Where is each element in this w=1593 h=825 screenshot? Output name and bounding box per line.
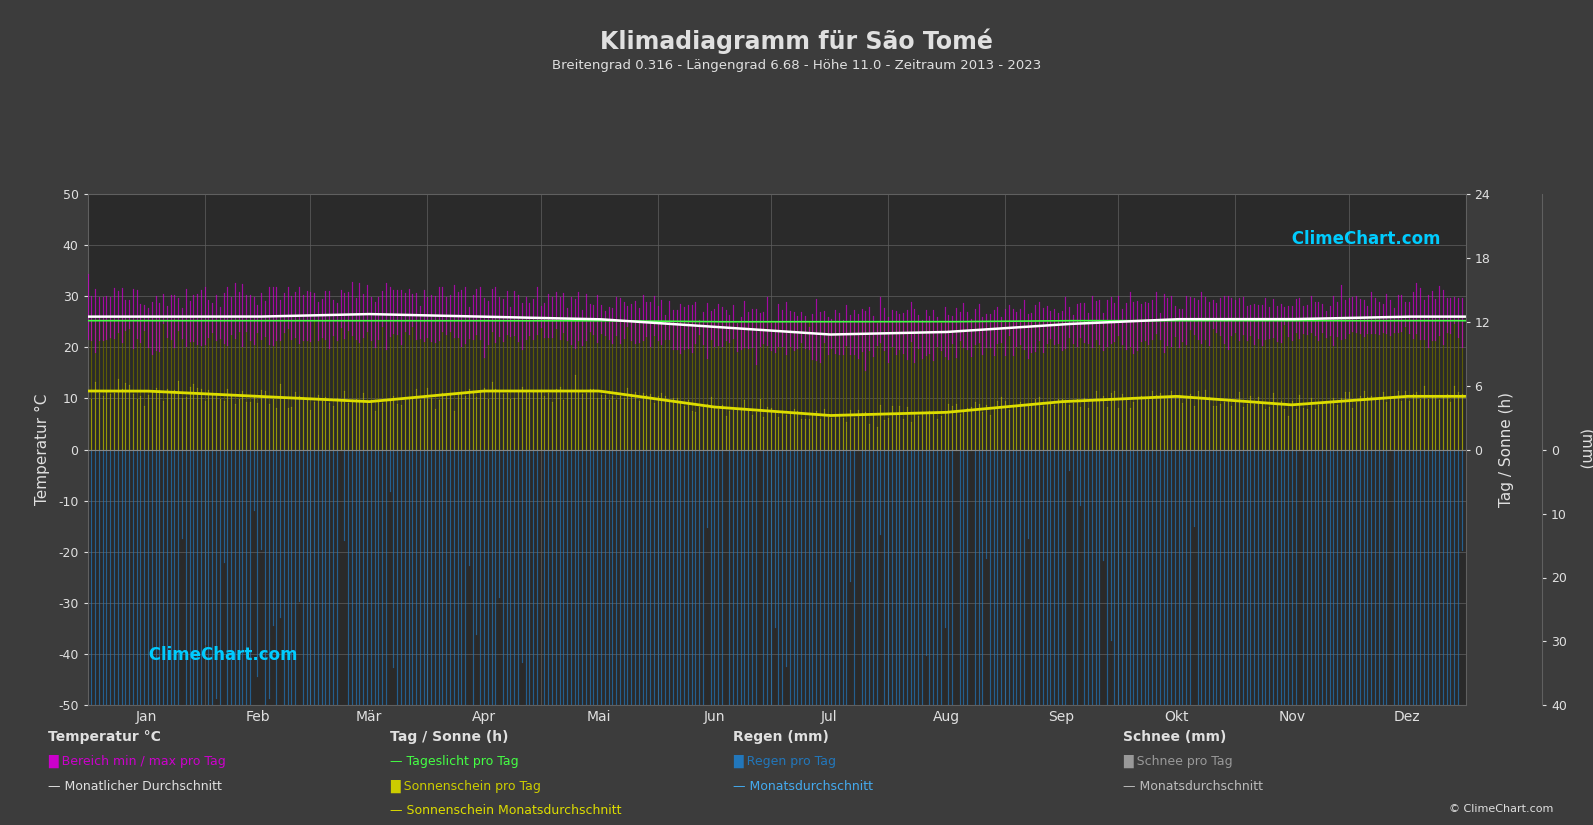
Text: ClimeChart.com: ClimeChart.com bbox=[1287, 229, 1442, 248]
Text: █ Sonnenschein pro Tag: █ Sonnenschein pro Tag bbox=[390, 780, 542, 793]
Text: — Sonnenschein Monatsdurchschnitt: — Sonnenschein Monatsdurchschnitt bbox=[390, 804, 621, 818]
Text: █ Schnee pro Tag: █ Schnee pro Tag bbox=[1123, 755, 1233, 768]
Y-axis label: Tag / Sonne (h): Tag / Sonne (h) bbox=[1499, 392, 1513, 507]
Text: Breitengrad 0.316 - Längengrad 6.68 - Höhe 11.0 - Zeitraum 2013 - 2023: Breitengrad 0.316 - Längengrad 6.68 - Hö… bbox=[551, 59, 1042, 73]
Text: © ClimeChart.com: © ClimeChart.com bbox=[1448, 804, 1553, 814]
Text: ClimeChart.com: ClimeChart.com bbox=[143, 647, 298, 664]
Text: — Monatsdurchschnitt: — Monatsdurchschnitt bbox=[733, 780, 873, 793]
Y-axis label: Regen / Schnee
(mm): Regen / Schnee (mm) bbox=[1579, 389, 1593, 510]
Text: Regen (mm): Regen (mm) bbox=[733, 730, 828, 744]
Text: — Monatsdurchschnitt: — Monatsdurchschnitt bbox=[1123, 780, 1263, 793]
Text: Schnee (mm): Schnee (mm) bbox=[1123, 730, 1227, 744]
Text: — Monatlicher Durchschnitt: — Monatlicher Durchschnitt bbox=[48, 780, 221, 793]
Text: █ Regen pro Tag: █ Regen pro Tag bbox=[733, 755, 836, 768]
Text: Temperatur °C: Temperatur °C bbox=[48, 730, 161, 744]
Y-axis label: Temperatur °C: Temperatur °C bbox=[35, 394, 49, 505]
Text: Tag / Sonne (h): Tag / Sonne (h) bbox=[390, 730, 508, 744]
Text: █ Bereich min / max pro Tag: █ Bereich min / max pro Tag bbox=[48, 755, 226, 768]
Text: — Tageslicht pro Tag: — Tageslicht pro Tag bbox=[390, 755, 519, 768]
Text: Klimadiagramm für São Tomé: Klimadiagramm für São Tomé bbox=[601, 29, 992, 54]
